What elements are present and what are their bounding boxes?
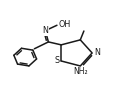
Text: S: S [54,56,59,65]
Text: N: N [94,48,100,57]
Text: OH: OH [58,20,71,29]
Text: N: N [42,26,48,35]
Text: NH₂: NH₂ [74,67,88,76]
